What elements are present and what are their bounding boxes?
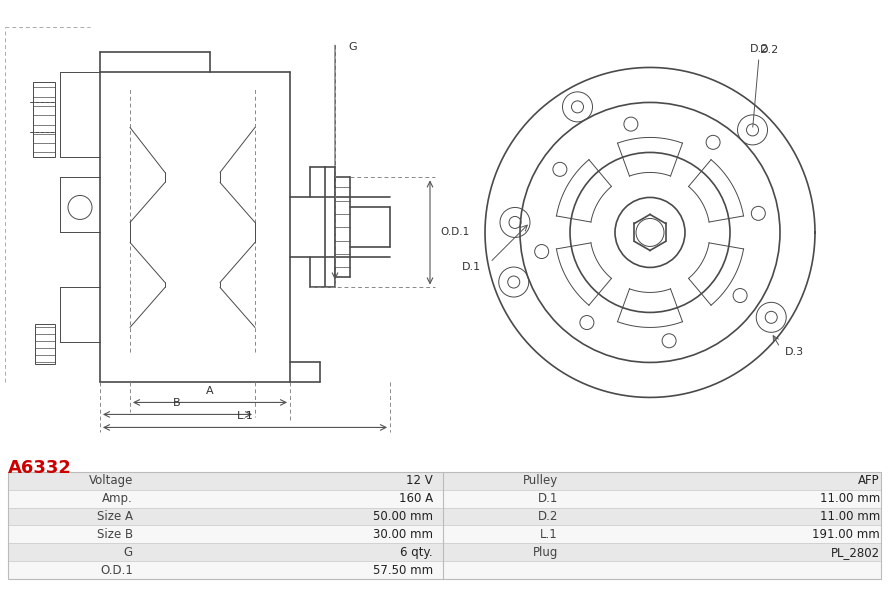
Bar: [33, 82, 55, 157]
Text: A6332: A6332: [8, 459, 72, 477]
Text: 30.00 mm: 30.00 mm: [373, 528, 433, 541]
Bar: [8, 544, 443, 561]
Bar: [8, 561, 443, 579]
Text: G: G: [348, 42, 356, 52]
Text: 6 qty.: 6 qty.: [400, 546, 433, 559]
Text: 160 A: 160 A: [399, 492, 433, 505]
Text: L.1: L.1: [236, 411, 253, 421]
Text: Size B: Size B: [97, 528, 133, 541]
Bar: [443, 544, 881, 561]
Text: G: G: [124, 546, 133, 559]
Text: 12 V: 12 V: [406, 474, 433, 488]
Text: D.2: D.2: [760, 45, 780, 55]
Text: AFP: AFP: [859, 474, 880, 488]
Text: Size A: Size A: [97, 510, 133, 523]
Text: L.1: L.1: [541, 528, 558, 541]
Bar: [8, 472, 443, 490]
Text: Voltage: Voltage: [89, 474, 133, 488]
Text: 191.00 mm: 191.00 mm: [813, 528, 880, 541]
Text: D.2: D.2: [750, 45, 769, 127]
Bar: [443, 508, 881, 526]
Text: Amp.: Amp.: [102, 492, 133, 505]
Bar: [8, 508, 443, 526]
Bar: [443, 490, 881, 508]
Bar: [443, 472, 881, 490]
Text: PL_2802: PL_2802: [831, 546, 880, 559]
Bar: [8, 472, 881, 579]
Bar: [8, 490, 443, 508]
Text: D.1: D.1: [538, 492, 558, 505]
Bar: [35, 324, 55, 364]
Text: D.2: D.2: [538, 510, 558, 523]
Text: O.D.1: O.D.1: [440, 228, 469, 237]
Text: A: A: [206, 386, 214, 396]
Bar: [443, 526, 881, 544]
Text: B: B: [173, 399, 180, 408]
Text: Pulley: Pulley: [523, 474, 558, 488]
Bar: [443, 561, 881, 579]
Text: 57.50 mm: 57.50 mm: [372, 564, 433, 577]
Text: O.D.1: O.D.1: [100, 564, 133, 577]
Text: 11.00 mm: 11.00 mm: [820, 510, 880, 523]
Text: D.3: D.3: [785, 347, 805, 358]
Bar: [8, 526, 443, 544]
Text: Plug: Plug: [533, 546, 558, 559]
Text: 11.00 mm: 11.00 mm: [820, 492, 880, 505]
Text: 50.00 mm: 50.00 mm: [373, 510, 433, 523]
Text: D.1: D.1: [462, 262, 481, 272]
